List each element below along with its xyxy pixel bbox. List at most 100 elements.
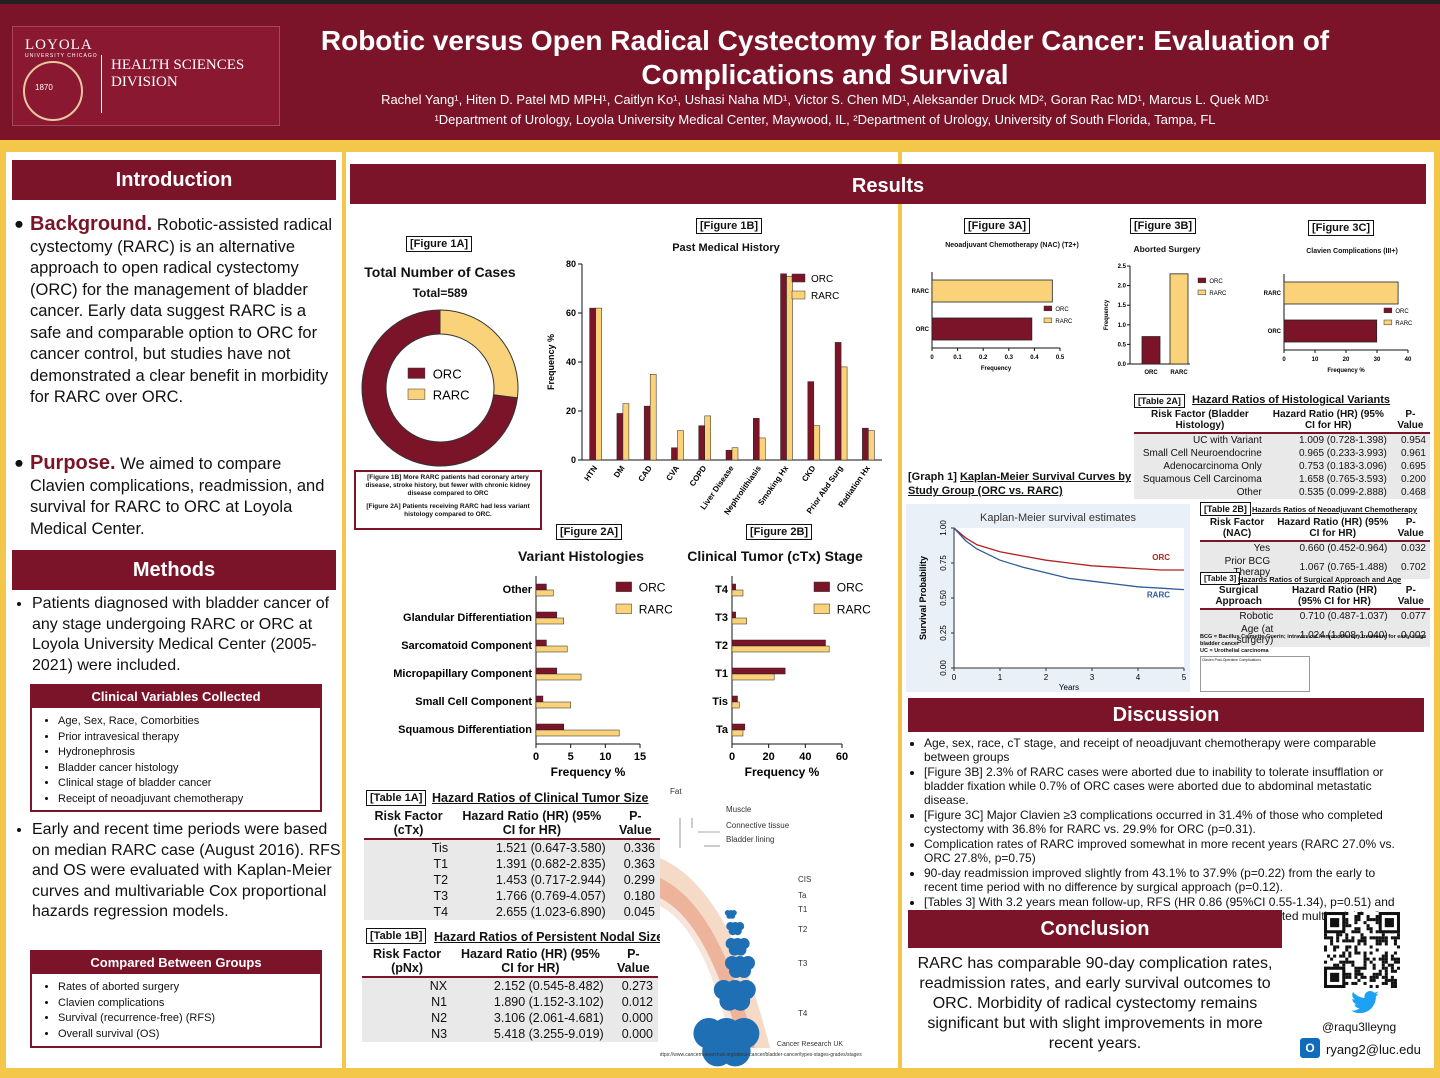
fig1a-total: Total=589 xyxy=(412,286,468,300)
bar-rarc xyxy=(731,583,736,591)
seal-icon xyxy=(23,61,83,121)
compared-group-item: Overall survival (OS) xyxy=(58,1027,320,1043)
legend-label-orc: ORC xyxy=(1055,307,1069,313)
bar-orc xyxy=(1283,319,1378,343)
qr-module xyxy=(1357,969,1361,973)
qr-module xyxy=(1378,957,1382,961)
qr-module xyxy=(1369,978,1373,982)
fig2a-tag: [Figure 2A] xyxy=(556,524,623,540)
qr-module xyxy=(1342,960,1346,964)
qr-module xyxy=(1357,939,1361,943)
km-plot-area xyxy=(954,528,1184,668)
qr-module xyxy=(1342,951,1346,955)
qr-module xyxy=(1384,966,1388,970)
twitter-handle[interactable]: @raqu3lleyng xyxy=(1322,1020,1397,1034)
methods-heading: Methods xyxy=(12,550,336,590)
qr-module xyxy=(1363,981,1367,985)
table-cell: 0.077 xyxy=(1400,611,1426,622)
methods-b1-text: Patients diagnosed with bladder cancer o… xyxy=(32,594,340,676)
x-axis-label: Frequency % xyxy=(551,765,626,779)
qr-module xyxy=(1324,960,1328,964)
qr-module xyxy=(1369,918,1373,922)
bladder-lumen xyxy=(660,906,732,1048)
clinical-variable-item: Bladder cancer histology xyxy=(58,761,320,777)
table-2a: Risk Factor (Bladder Histology) Hazard Ra… xyxy=(1134,408,1430,499)
qr-module xyxy=(1390,966,1394,970)
qr-module xyxy=(1393,969,1397,973)
legend-label-orc: ORC xyxy=(837,581,864,595)
qr-module xyxy=(1354,972,1358,976)
twitter-icon xyxy=(1351,991,1379,1014)
x-tick-label: 20 xyxy=(763,751,775,763)
qr-module xyxy=(1384,981,1388,985)
legend-swatch-rarc xyxy=(407,388,426,400)
table-cell: 0.965 (0.233-3.993) xyxy=(1298,448,1387,459)
qr-module xyxy=(1390,975,1394,979)
table-header: P-Value xyxy=(1391,584,1430,610)
results-left: Results [Figure 1A] Total Number of Case… xyxy=(346,152,1426,1068)
qr-module xyxy=(1363,957,1367,961)
qr-module xyxy=(1357,912,1361,916)
qr-module xyxy=(1387,978,1391,982)
t1b-title: Hazard Ratios of Persistent Nodal Size xyxy=(434,930,664,944)
y-tick-label: T2 xyxy=(715,640,728,652)
logo-hs2: DIVISION xyxy=(111,74,178,90)
qr-finder-core xyxy=(1384,918,1394,928)
qr-module xyxy=(1354,966,1358,970)
table-cell: 0.660 (0.452-0.964) xyxy=(1299,543,1388,554)
y-tick-label: Micropapillary Component xyxy=(393,668,532,680)
bg-text: Robotic-assisted radical cystectomy (RAR… xyxy=(30,216,333,406)
qr-module xyxy=(1375,915,1379,919)
qr-finder-core xyxy=(1330,918,1340,928)
qr-module xyxy=(1360,936,1364,940)
diagram-credit: Cancer Research UK xyxy=(777,1041,843,1048)
qr-module xyxy=(1375,930,1379,934)
qr-module xyxy=(1360,939,1364,943)
table-cell: Adenocarcinoma Only xyxy=(1163,461,1262,472)
fig2a-bar-chart: 0 5 10 15 Other Glandular Differentiation Sarc… xyxy=(393,576,672,779)
table-cell: 0.468 xyxy=(1400,487,1426,498)
legend-swatch-orc xyxy=(791,273,806,283)
x-tick-label: 0.1 xyxy=(953,355,962,361)
diagram-label: T4 xyxy=(798,1009,808,1018)
qr-module xyxy=(1357,951,1361,955)
qr-module xyxy=(1363,939,1367,943)
qr-module xyxy=(1396,960,1400,964)
table-header: Hazard Ratio (HR) (95% CI for HR) xyxy=(453,808,611,840)
y-tick-label: Ta xyxy=(716,724,729,736)
y-tick-label: 0.5 xyxy=(1118,342,1127,348)
qr-module xyxy=(1345,945,1349,949)
clinical-variable-item: Hydronephrosis xyxy=(58,745,320,761)
qr-module xyxy=(1336,945,1340,949)
email-address[interactable]: ryang2@luc.edu xyxy=(1326,1042,1421,1057)
qr-module xyxy=(1345,939,1349,943)
qr-module xyxy=(1339,954,1343,958)
y-tick-label: T1 xyxy=(715,668,728,680)
header: LOYOLA UNIVERSITY CHICAGO 1870 HEALTH SC… xyxy=(0,0,1440,140)
qr-module xyxy=(1345,924,1349,928)
y-tick-label: RARC xyxy=(912,289,930,295)
table-cell: 0.002 xyxy=(1400,629,1426,641)
table-cell: 0.273 xyxy=(621,979,653,993)
x-tick-label: 1 xyxy=(998,673,1003,682)
table-row: UC with Variant 1.009 (0.728-1.398) 0.954 xyxy=(1134,433,1430,447)
qr-module xyxy=(1396,966,1400,970)
affiliations: ¹Department of Urology, Loyola Universit… xyxy=(434,112,1216,127)
discussion-item: [Figure 3B] 2.3% of RARC cases were abor… xyxy=(924,765,1408,807)
qr-module xyxy=(1381,939,1385,943)
x-tick-label: 0.2 xyxy=(979,355,988,361)
bar-rarc xyxy=(535,667,558,675)
legend-swatch-rarc xyxy=(813,603,830,614)
bar-orc xyxy=(862,427,869,461)
qr-module xyxy=(1336,963,1340,967)
fig3c-tag: [Figure 3C] xyxy=(1308,220,1375,236)
qr-module xyxy=(1396,957,1400,961)
qr-module xyxy=(1384,942,1388,946)
x-tick-label: 0 xyxy=(533,751,539,763)
bar-orc xyxy=(731,645,830,653)
bar-orc xyxy=(931,317,1033,341)
y-tick-label: 0.00 xyxy=(939,660,948,676)
methods-bullet-1: Patients diagnosed with bladder cancer o… xyxy=(12,594,340,676)
qr-module xyxy=(1345,981,1349,985)
table-cell: UC with Variant xyxy=(1193,435,1262,446)
